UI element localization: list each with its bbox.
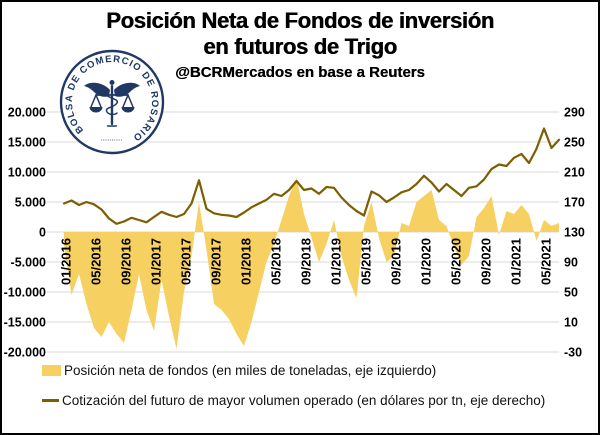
legend-item-net-position: Posición neta de fondos (en miles de ton…: [42, 363, 594, 378]
caduceus-scales-icon: [84, 80, 140, 127]
svg-text:09/2019: 09/2019: [389, 238, 404, 285]
legend: Posición neta de fondos (en miles de ton…: [42, 363, 594, 423]
svg-text:-15.000: -15.000: [4, 316, 46, 330]
svg-text:50: 50: [564, 286, 578, 300]
title-block: Posición Neta de Fondos de inversión en …: [2, 8, 598, 82]
chart-title-line1: Posición Neta de Fondos de inversión: [106, 8, 494, 33]
bcr-logo: BOLSA DE COMERCIO DE ROSARIO ••••••••••: [59, 49, 165, 155]
logo-micro-text: ••••••••••: [101, 138, 123, 142]
svg-text:05/2018: 05/2018: [269, 238, 284, 285]
chart-title-line2: en futuros de Trigo: [203, 34, 397, 59]
svg-text:09/2017: 09/2017: [209, 238, 224, 285]
legend-item-price: Cotización del futuro de mayor volumen o…: [42, 393, 594, 408]
svg-text:09/2016: 09/2016: [119, 238, 134, 285]
svg-text:05/2019: 05/2019: [359, 238, 374, 285]
svg-text:01/2020: 01/2020: [419, 238, 434, 285]
svg-text:01/2017: 01/2017: [149, 238, 164, 285]
svg-text:09/2020: 09/2020: [479, 238, 494, 285]
svg-text:10: 10: [564, 316, 578, 330]
svg-text:90: 90: [564, 256, 578, 270]
area-swatch-icon: [42, 365, 61, 376]
svg-text:01/2019: 01/2019: [329, 238, 344, 285]
svg-text:130: 130: [564, 226, 585, 240]
svg-text:-10.000: -10.000: [4, 286, 46, 300]
right-axis-labels: 290 250 210 170 130 90 50 10 -30: [564, 106, 585, 360]
svg-text:05/2021: 05/2021: [539, 238, 554, 285]
svg-text:170: 170: [564, 196, 585, 210]
svg-text:290: 290: [564, 106, 585, 120]
svg-text:0: 0: [39, 226, 46, 240]
svg-text:5.000: 5.000: [15, 196, 46, 210]
left-axis-labels: 20.000 15.000 10.000 5.000 0 -5.000 -10.000 -15…: [4, 106, 46, 360]
svg-text:20.000: 20.000: [8, 106, 46, 120]
svg-text:-30: -30: [564, 346, 582, 360]
svg-text:05/2020: 05/2020: [449, 238, 464, 285]
svg-text:10.000: 10.000: [8, 166, 46, 180]
svg-text:250: 250: [564, 136, 585, 150]
svg-text:05/2016: 05/2016: [89, 238, 104, 285]
chart-subtitle: @BCRMercados en base a Reuters: [175, 64, 425, 81]
x-axis-labels: 01/2016 05/2016 09/2016 01/2017 05/2017 09/20…: [59, 238, 554, 285]
legend-label: Posición neta de fondos (en miles de ton…: [64, 363, 437, 378]
svg-text:-5.000: -5.000: [11, 256, 46, 270]
svg-text:01/2018: 01/2018: [239, 238, 254, 285]
svg-text:15.000: 15.000: [8, 136, 46, 150]
price-line: [62, 127, 561, 225]
svg-text:05/2017: 05/2017: [179, 238, 194, 285]
svg-text:01/2021: 01/2021: [509, 238, 524, 285]
svg-text:09/2018: 09/2018: [299, 238, 314, 285]
legend-label: Cotización del futuro de mayor volumen o…: [62, 393, 546, 408]
svg-text:01/2016: 01/2016: [59, 238, 74, 285]
line-swatch-icon: [42, 399, 59, 402]
net-position-area: [64, 178, 559, 349]
svg-text:-20.000: -20.000: [4, 346, 46, 360]
svg-text:210: 210: [564, 166, 585, 180]
